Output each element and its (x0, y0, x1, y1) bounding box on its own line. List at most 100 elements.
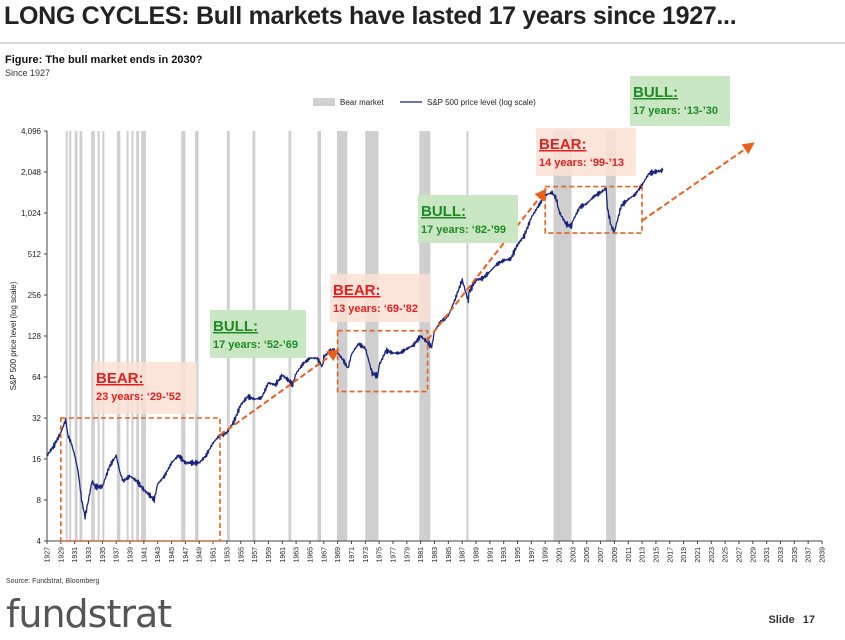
x-tick-label: 2015 (653, 547, 660, 563)
bear-market-band (141, 131, 146, 541)
bull-callout-box (630, 76, 730, 126)
x-tick-label: 2039 (820, 547, 827, 563)
bear-market-band (65, 131, 68, 541)
y-tick-label: 512 (28, 250, 42, 259)
bear-cycle-box (60, 417, 221, 542)
bear-market-band (136, 131, 140, 541)
x-tick-label: 1985 (446, 547, 453, 563)
x-tick-label: 2031 (764, 547, 771, 563)
x-tick-label: 2005 (584, 547, 591, 563)
x-tick-label: 1975 (377, 547, 384, 563)
x-tick-label: 1935 (100, 547, 107, 563)
bear-callout-box (330, 274, 430, 322)
bear-market-band (91, 131, 95, 541)
figure-title: Figure: The bull market ends in 2030? (5, 54, 203, 66)
bear-market-band (116, 131, 121, 541)
bear-market-band (553, 131, 572, 541)
y-tick-label: 4,096 (21, 127, 42, 136)
x-tick-label: 1961 (280, 547, 287, 563)
x-tick-label: 1949 (197, 547, 204, 563)
y-tick-label: 16 (32, 455, 41, 464)
x-tick-label: 2027 (736, 547, 743, 563)
x-tick-label: 1987 (460, 547, 467, 563)
x-tick-label: 2011 (626, 547, 633, 562)
legend-bear-swatch (313, 98, 335, 106)
slide-label: Slide (768, 614, 795, 626)
x-tick-label: 1945 (169, 547, 176, 563)
bear-market-band (131, 131, 134, 541)
bull-callout-label: BULL: (421, 203, 466, 220)
bear-callout-box (93, 362, 197, 414)
y-tick-label: 128 (28, 332, 42, 341)
x-tick-label: 1991 (487, 547, 494, 563)
slide-number: Slide 17 (760, 614, 815, 626)
x-tick-label: 2033 (778, 547, 785, 563)
bear-callout-label: BEAR: (539, 136, 587, 153)
bear-market-band (336, 131, 348, 541)
x-tick-label: 1999 (543, 547, 550, 563)
bear-market-band (97, 131, 100, 541)
y-tick-label: 64 (32, 373, 41, 382)
x-tick-label: 1969 (335, 547, 342, 563)
bear-callout-box (536, 128, 636, 176)
x-tick-label: 1983 (432, 547, 439, 563)
sp500-series (46, 167, 664, 520)
bear-market-band (365, 131, 379, 541)
x-tick-label: 1979 (404, 547, 411, 563)
bear-market-band (79, 131, 83, 541)
x-tick-label: 2013 (640, 547, 647, 563)
x-tick-label: 2021 (695, 547, 702, 563)
x-tick-label: 1929 (58, 547, 65, 563)
bear-market-band (102, 131, 105, 541)
legend-bear-label: Bear market (340, 98, 384, 107)
x-tick-label: 2001 (557, 547, 564, 563)
bear-market-band (69, 131, 72, 541)
trend-arrow (641, 142, 755, 222)
bull-callout-label: BULL: (213, 318, 258, 335)
x-tick-label: 1955 (238, 547, 245, 563)
x-tick-label: 1967 (321, 547, 328, 563)
y-tick-label: 4 (37, 537, 42, 546)
figure-subtitle: Since 1927 (5, 68, 51, 78)
x-tick-label: 2035 (792, 547, 799, 563)
x-tick-label: 1941 (141, 547, 148, 563)
x-tick-label: 1951 (211, 547, 218, 563)
y-tick-label: 2,048 (21, 168, 42, 177)
fundstrat-logo: fundstrat (6, 592, 172, 636)
x-tick-label: 1931 (72, 547, 79, 563)
bear-market-band (181, 131, 186, 541)
x-tick-label: 1953 (224, 547, 231, 563)
x-tick-label: 2017 (667, 547, 674, 563)
bear-market-band (195, 131, 199, 541)
x-tick-label: 2003 (570, 547, 577, 563)
x-tick-label: 1995 (515, 547, 522, 563)
x-tick-label: 1971 (349, 547, 356, 563)
x-tick-label: 1937 (114, 547, 121, 563)
y-tick-label: 1,024 (21, 209, 42, 218)
cycle-overlays: BEAR: 23 years: ‘29-’52 BULL: 17 years: ‘52… (60, 76, 755, 542)
y-axis-label: S&P 500 price level (log scale) (9, 281, 18, 390)
legend-line-label: S&P 500 price level (log scale) (427, 98, 536, 107)
x-tick-label: 1989 (474, 547, 481, 563)
x-tick-label: 2037 (806, 547, 813, 563)
source-note: Source: Fundstrat, Bloomberg (6, 578, 100, 585)
bull-callout-detail: 17 years: ‘52-’69 (213, 339, 298, 351)
trend-arrow (219, 349, 340, 436)
bear-market-band (126, 131, 129, 541)
x-tick-label: 1957 (252, 547, 259, 563)
x-tick-label: 1993 (501, 547, 508, 563)
bear-market-band (466, 131, 469, 541)
slide-number-value: 17 (802, 614, 815, 626)
y-tick-label: 32 (32, 414, 41, 423)
x-tick-label: 1965 (307, 547, 314, 563)
x-tick-label: 1973 (363, 547, 370, 563)
x-tick-label: 1963 (294, 547, 301, 563)
bear-market-bands (65, 131, 616, 541)
bull-callout-box (210, 310, 306, 358)
x-tick-label: 1943 (155, 547, 162, 563)
bear-market-band (317, 131, 322, 541)
y-tick-label: 256 (28, 291, 42, 300)
bear-cycle-box (336, 329, 429, 393)
